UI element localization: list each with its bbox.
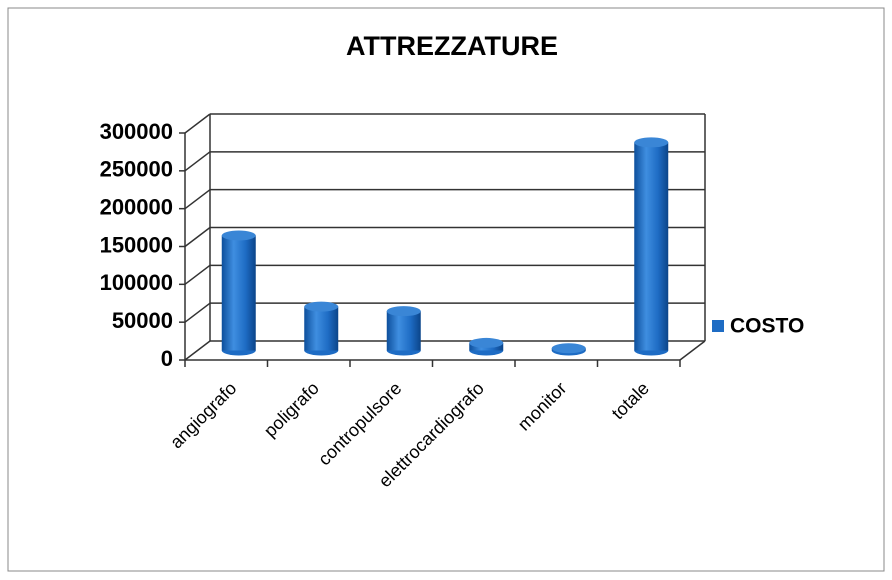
floor-edge [679,340,706,361]
legend-label: COSTO [730,315,804,338]
bar [386,311,421,351]
y-tick-label: 0 [161,346,173,371]
grid-line [184,226,211,248]
cylinder-top [469,337,504,348]
grid-line [184,189,211,210]
grid-line [184,264,211,285]
grid-line [184,340,211,361]
cylinder [386,306,421,356]
grid-line [184,151,211,172]
cylinder [304,301,339,356]
cylinder [551,343,586,356]
bar [304,306,339,351]
y-tick-label: 250000 [100,157,173,182]
cylinder-top [221,230,256,241]
cylinder [221,230,256,356]
cylinder [634,137,669,356]
y-tick-label: 100000 [100,270,173,295]
cylinder-top [551,343,586,354]
cylinder-top [386,306,421,317]
legend-swatch [712,320,724,332]
chart-title: ATTREZZATURE [346,31,558,61]
y-tick-label: 150000 [100,232,173,257]
grid-line [184,113,211,134]
bar [634,142,669,351]
cylinder [469,337,504,356]
chart-border [7,7,885,572]
bar [221,235,256,351]
y-tick-label: 200000 [100,194,173,219]
cylinder-top [304,301,339,312]
grid-line [184,302,211,323]
y-tick-label: 300000 [100,119,173,144]
y-tick-label: 50000 [112,308,173,333]
cylinder-top [634,137,669,148]
